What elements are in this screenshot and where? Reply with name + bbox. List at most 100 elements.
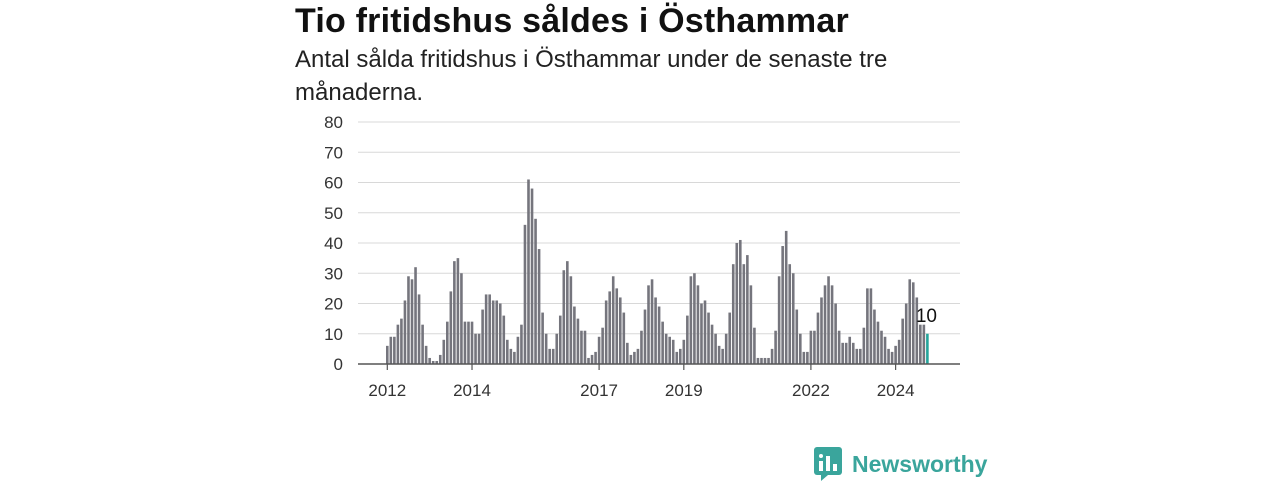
bar <box>407 276 410 364</box>
bar <box>749 285 753 364</box>
bar <box>633 351 636 364</box>
bar <box>753 327 756 364</box>
bar <box>678 348 682 364</box>
y-tick-label: 20 <box>324 295 343 314</box>
bar <box>883 336 887 364</box>
bar <box>597 336 601 364</box>
bar <box>862 327 866 364</box>
bar <box>675 351 679 364</box>
bar <box>453 261 456 364</box>
bar <box>897 339 901 364</box>
bar <box>866 288 869 364</box>
y-axis-ticks: 0 10 20 30 40 50 60 70 80 <box>324 113 343 374</box>
bar <box>848 336 852 364</box>
bar <box>901 318 904 364</box>
bar <box>650 279 654 364</box>
bar <box>516 336 520 364</box>
bar <box>537 249 541 364</box>
bar <box>446 321 449 364</box>
bar <box>622 312 626 364</box>
bar <box>421 324 424 364</box>
bar <box>717 345 721 364</box>
bar <box>555 333 559 364</box>
x-tick-label: 2017 <box>580 381 618 400</box>
chart-title: Tio fritidshus såldes i Östhammar <box>295 2 849 40</box>
bar <box>700 303 703 364</box>
bar <box>449 291 453 364</box>
bar <box>760 357 763 364</box>
bar <box>604 300 608 364</box>
bar <box>739 239 742 364</box>
bar <box>435 360 439 364</box>
bar <box>611 276 615 364</box>
chart-subtitle: Antal sålda fritidshus i Östhammar under… <box>295 46 888 106</box>
y-tick-label: 60 <box>324 174 343 193</box>
bar <box>410 279 414 364</box>
bar <box>724 333 728 364</box>
bar <box>481 309 484 364</box>
bar <box>513 351 516 364</box>
x-tick-label: 2024 <box>877 381 915 400</box>
bar <box>657 306 661 364</box>
bar <box>484 294 488 364</box>
bar <box>389 336 393 364</box>
y-tick-label: 70 <box>324 143 343 162</box>
bar <box>506 339 509 364</box>
bar <box>703 300 707 364</box>
bar <box>544 333 548 364</box>
bar <box>834 303 837 364</box>
bar <box>474 333 477 364</box>
bar <box>654 297 657 364</box>
bar <box>693 273 696 364</box>
bar <box>580 330 583 364</box>
bar <box>820 297 823 364</box>
bar <box>460 273 463 364</box>
bar <box>714 333 717 364</box>
brand-name: Newsworthy <box>852 450 988 477</box>
last-value-label: 10 <box>916 306 937 327</box>
bar-highlight <box>926 333 929 364</box>
bar <box>488 294 491 364</box>
newsworthy-logo: Newsworthy <box>814 447 987 481</box>
bar <box>742 264 746 364</box>
bar <box>908 279 912 364</box>
bar <box>869 288 873 364</box>
bar <box>859 348 862 364</box>
bar <box>816 312 820 364</box>
bar <box>767 357 770 364</box>
bar <box>548 348 551 364</box>
bar <box>851 342 855 364</box>
bar <box>707 312 710 364</box>
bar <box>558 315 562 364</box>
bar <box>400 318 403 364</box>
bar <box>686 315 689 364</box>
bar <box>876 321 880 364</box>
bar <box>498 303 502 364</box>
x-tick-label: 2019 <box>665 381 703 400</box>
bar <box>710 324 714 364</box>
bar <box>520 324 523 364</box>
y-tick-label: 80 <box>324 113 343 132</box>
bar <box>386 345 389 364</box>
bar <box>777 276 781 364</box>
bar <box>904 303 908 364</box>
bar <box>442 339 446 364</box>
bar <box>887 348 890 364</box>
bar <box>456 258 460 364</box>
bar <box>802 351 806 364</box>
bar <box>618 297 622 364</box>
bar <box>774 330 777 364</box>
bar <box>795 309 799 364</box>
bar <box>763 357 767 364</box>
bar <box>781 246 784 364</box>
bar <box>647 285 650 364</box>
bar <box>562 270 566 364</box>
bar <box>890 351 894 364</box>
bar <box>689 276 693 364</box>
bar <box>576 318 580 364</box>
bar <box>477 333 481 364</box>
bar <box>629 354 633 364</box>
bar <box>431 360 435 364</box>
y-tick-label: 0 <box>334 355 343 374</box>
